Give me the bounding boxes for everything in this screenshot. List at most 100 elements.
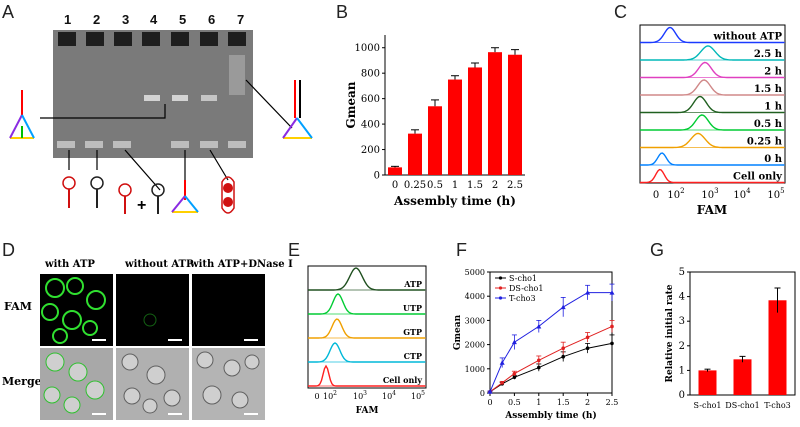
f-point-2-4: [560, 304, 566, 310]
panel-e-xlabel: FAM: [356, 406, 379, 416]
gel-lane-labels: 1 2 3 4 5 6 7: [64, 12, 244, 27]
f-ytick-label-3: 3000: [465, 316, 485, 325]
c-row-label-3: 1.5 h: [754, 84, 783, 95]
f-ylabel: Gmean: [453, 314, 463, 350]
g-ylabel: Relative initial rate: [665, 284, 675, 382]
panel-e: E ATP UTP GTP CTP Cell only 0 102 103 104 10…: [288, 240, 427, 416]
gel-arrows: [40, 79, 293, 191]
b-bar-3: [448, 79, 462, 175]
panel-d: D with ATP without ATP with ATP+DNase I …: [2, 240, 293, 420]
f-xtick-label-0: 0: [487, 398, 492, 407]
f-xtick-label-2: 1: [536, 398, 541, 407]
c-row-label-8: Cell only: [733, 172, 783, 183]
f-legend-label-0: S-cho1: [509, 274, 537, 283]
f-xtick-label-3: 1.5: [557, 398, 570, 407]
g-ytick-label-0: 0: [679, 390, 685, 401]
b-bar-4: [468, 67, 482, 175]
svg-text:103: 103: [701, 187, 718, 201]
triangle-assembly-icon-left: [9, 90, 35, 139]
f-point-0-6: [610, 341, 614, 346]
gel-image: [53, 30, 253, 158]
lane-label-3: 3: [122, 12, 129, 27]
g-xtick-label-2: T-cho3: [764, 401, 791, 410]
b-xtick-label-1: 0.25: [404, 180, 426, 191]
f-point-2-5: [585, 290, 591, 295]
svg-text:102: 102: [667, 187, 684, 201]
panel-c-xticks: 102 103 104 105: [667, 187, 784, 201]
f-point-2-1: [499, 360, 505, 365]
chart-b: 0 200 400 600 800 1000 0 0.25 0.5 1 1.5 2 2.5 Assembl…: [344, 35, 525, 208]
c-curve-1: [640, 45, 784, 61]
f-ytick-label-5: 5000: [465, 268, 485, 277]
f-ytick-label-0: 0: [480, 389, 485, 398]
micro-fam-without-atp: [116, 274, 189, 346]
micro-col-dnase: with ATP+DNase I: [189, 259, 293, 270]
panel-g-label: G: [650, 240, 664, 260]
b-xtick-label-2: 0.5: [427, 180, 443, 191]
lane-label-6: 6: [208, 12, 215, 27]
b-xtick-label-4: 1.5: [467, 180, 483, 191]
panel-g: G 0 1 2 3 4 5 S-cho1 DS-cho1 T-cho3 Relative init…: [650, 240, 796, 410]
f-point-1-3: [537, 358, 541, 363]
e-curve-2: [308, 318, 425, 339]
lane-label-7: 7: [237, 12, 244, 27]
g-ytick-label-2: 2: [679, 341, 685, 352]
b-xtick-label-0: 0: [392, 180, 398, 191]
b-bar-6: [508, 54, 522, 175]
f-point-2-0: [487, 389, 493, 394]
hairpin-icons: +: [62, 176, 235, 214]
f-series-line-1: [489, 325, 613, 393]
b-xlabel: Assembly time (h): [393, 194, 516, 208]
gel-wells: [58, 32, 246, 46]
b-xtick-label-6: 2.5: [507, 180, 523, 191]
e-curve-3: [308, 342, 425, 363]
f-point-1-1: [500, 381, 505, 385]
f-xtick-label-1: 0.5: [508, 398, 521, 407]
f-legend-marker-1: [498, 286, 503, 290]
b-bar-1: [408, 133, 422, 175]
c-row-label-6: 0.25 h: [747, 137, 783, 148]
f-xtick-label-4: 2: [585, 398, 590, 407]
merge-cells: [43, 351, 260, 414]
f-point-0-4: [561, 354, 565, 359]
lane-label-5: 5: [179, 12, 186, 27]
e-curve-4: [308, 364, 425, 387]
g-bar-2: [768, 300, 787, 395]
g-ytick-label-1: 1: [679, 365, 685, 376]
f-ytick-label-1: 1000: [465, 365, 485, 374]
c-curve-7: [640, 152, 784, 166]
svg-text:104: 104: [733, 187, 751, 201]
b-ytick-label-4: 800: [361, 69, 380, 80]
panel-e-xticks: 102 103 104 105: [323, 390, 425, 401]
micro-row-merge: Merge: [2, 375, 42, 388]
f-legend-marker-0: [498, 276, 503, 280]
c-curve-4: [640, 95, 784, 114]
e-row-label-3: CTP: [404, 351, 422, 361]
g-bar-1: [733, 359, 752, 395]
f-ytick-label-2: 2000: [465, 341, 485, 350]
e-curve-1: [308, 293, 425, 315]
panel-a-label: A: [2, 2, 14, 22]
c-curve-6: [640, 132, 784, 149]
svg-text:103: 103: [353, 390, 367, 401]
f-legend-label-2: T-cho3: [509, 294, 536, 303]
e-row-label-1: UTP: [403, 303, 422, 313]
g-bar-0: [698, 370, 717, 395]
b-ylabel: Gmean: [344, 81, 358, 128]
f-point-2-2: [511, 339, 517, 345]
micro-col-with-atp: with ATP: [44, 259, 95, 270]
svg-text:102: 102: [323, 390, 337, 401]
c-curve-5: [640, 114, 784, 131]
b-xtick-label-3: 1: [452, 180, 458, 191]
micro-fam-dnase: [192, 274, 265, 346]
f-xtick-label-5: 2.5: [606, 398, 619, 407]
c-curve-0: [640, 26, 784, 44]
panel-c-tick-0: 0: [653, 190, 659, 201]
f-point-1-5: [585, 335, 590, 340]
panel-f: F 0 1000 2000 3000 4000 5000 0 0.5 1 1.5 2 2.5 S-cho…: [453, 240, 618, 421]
c-row-label-4: 1 h: [764, 102, 782, 113]
c-row-label-0: without ATP: [712, 32, 782, 43]
b-bar-0: [388, 167, 402, 175]
f-legend-marker-2: [498, 296, 503, 300]
